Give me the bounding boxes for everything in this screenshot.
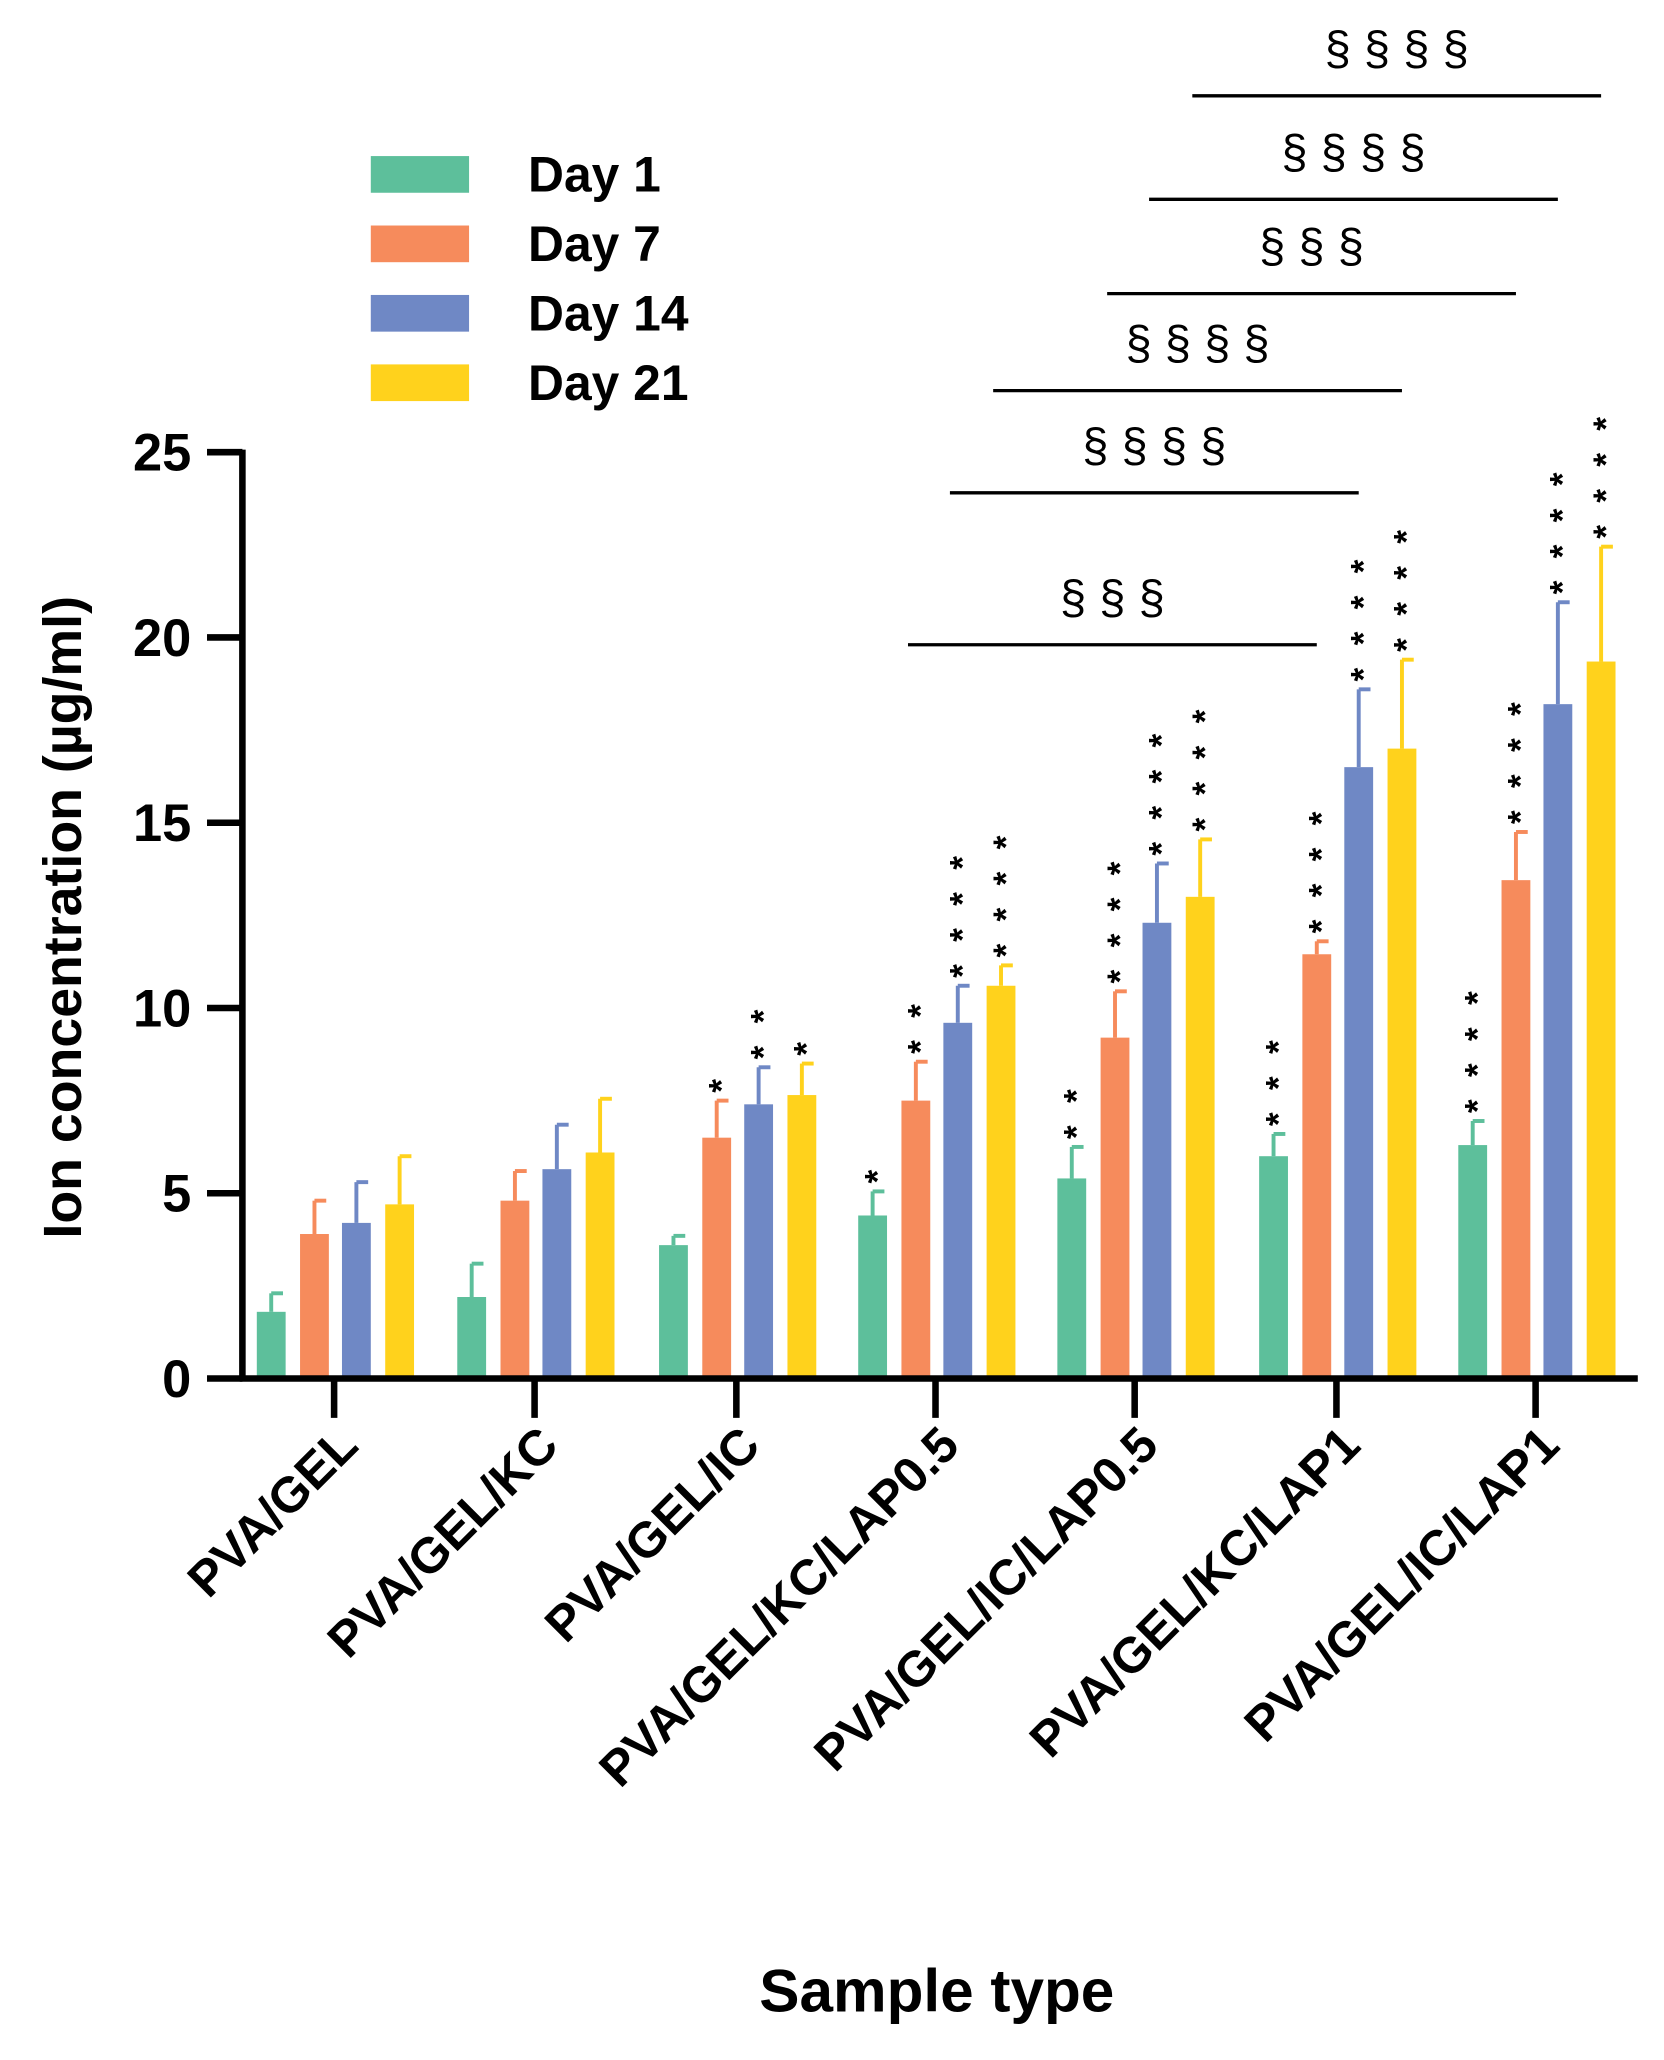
comparison-label: § § § § xyxy=(1125,316,1269,369)
x-tick-label: PVA/GEL/KC/LAP0.5 xyxy=(588,1416,969,1797)
significance-stars: * xyxy=(788,1020,827,1056)
y-tick-label: 15 xyxy=(133,795,191,853)
bar xyxy=(1302,954,1332,1379)
bar xyxy=(1344,767,1374,1379)
bar xyxy=(1057,1178,1087,1379)
legend-swatch xyxy=(370,364,470,402)
bar xyxy=(542,1169,572,1379)
bar xyxy=(1100,1037,1130,1379)
legend-swatch xyxy=(370,294,470,332)
significance-stars: * xyxy=(858,1147,897,1183)
legend-label: Day 1 xyxy=(528,146,661,202)
comparison-label: § § § § xyxy=(1281,125,1425,178)
significance-stars: **** xyxy=(1344,537,1383,681)
y-axis-label: Ion concentration (µg/ml) xyxy=(33,596,93,1239)
legend: Day 1 Day 7 Day 14 Day 21 xyxy=(370,146,689,411)
significance-stars: *** xyxy=(1259,1018,1298,1126)
bar xyxy=(1458,1145,1488,1379)
significance-stars: **** xyxy=(1502,680,1541,824)
bar xyxy=(943,1022,973,1379)
y-tick-label: 10 xyxy=(133,980,191,1038)
bar xyxy=(1259,1156,1288,1379)
significance-stars: **** xyxy=(1544,450,1583,594)
significance-stars: * xyxy=(702,1057,741,1093)
bar xyxy=(744,1104,774,1379)
comparison-label: § § § xyxy=(1259,219,1364,272)
bar xyxy=(341,1222,371,1379)
y-tick-label: 5 xyxy=(162,1166,191,1224)
bar xyxy=(1387,748,1417,1379)
significance-stars: ** xyxy=(1058,1067,1097,1139)
legend-label: Day 14 xyxy=(528,285,689,341)
legend-label: Day 21 xyxy=(528,355,688,411)
comparison-label: § § § § xyxy=(1325,21,1469,74)
legend-label: Day 7 xyxy=(528,216,661,272)
significance-stars: ** xyxy=(902,982,941,1054)
bar xyxy=(256,1311,286,1379)
significance-stars: **** xyxy=(1143,711,1182,855)
bar xyxy=(1586,661,1616,1379)
bar xyxy=(500,1200,530,1379)
y-tick-label: 20 xyxy=(133,610,191,668)
comparison-label: § § § xyxy=(1060,570,1165,623)
bar xyxy=(1543,704,1573,1379)
bar xyxy=(1185,896,1215,1379)
bar xyxy=(385,1204,415,1379)
x-tick-label: PVA/GEL/IC/LAP0.5 xyxy=(803,1416,1168,1781)
bar xyxy=(457,1297,487,1379)
bar xyxy=(901,1100,931,1379)
bar xyxy=(787,1095,817,1379)
x-tick-label: PVA/GEL/KC/LAP1 xyxy=(1019,1416,1371,1768)
bar xyxy=(1501,880,1531,1379)
bar xyxy=(1142,922,1172,1379)
comparison-label: § § § § xyxy=(1082,418,1226,471)
significance-stars: **** xyxy=(1458,969,1497,1113)
significance-stars: **** xyxy=(987,813,1026,957)
y-tick-label: 0 xyxy=(162,1351,191,1409)
significance-stars: ** xyxy=(744,987,783,1059)
significance-stars: **** xyxy=(1587,395,1626,539)
significance-stars: **** xyxy=(1186,687,1225,831)
x-tick-label: PVA/GEL xyxy=(177,1416,368,1607)
significance-stars: **** xyxy=(1303,789,1342,933)
bar xyxy=(585,1152,615,1379)
bar xyxy=(300,1234,329,1379)
significance-stars: **** xyxy=(1388,508,1427,652)
significance-stars: **** xyxy=(1101,839,1140,983)
legend-swatch xyxy=(370,225,470,263)
y-tick-label: 25 xyxy=(133,425,191,483)
bar xyxy=(986,985,1016,1379)
plot-area: *** *** *********** ***********************… xyxy=(256,21,1626,1379)
significance-stars: **** xyxy=(944,834,983,978)
bar xyxy=(659,1245,688,1379)
bar xyxy=(858,1215,888,1379)
bar xyxy=(702,1137,732,1379)
legend-swatch xyxy=(370,156,470,193)
x-axis-label: Sample type xyxy=(759,1956,1114,2024)
